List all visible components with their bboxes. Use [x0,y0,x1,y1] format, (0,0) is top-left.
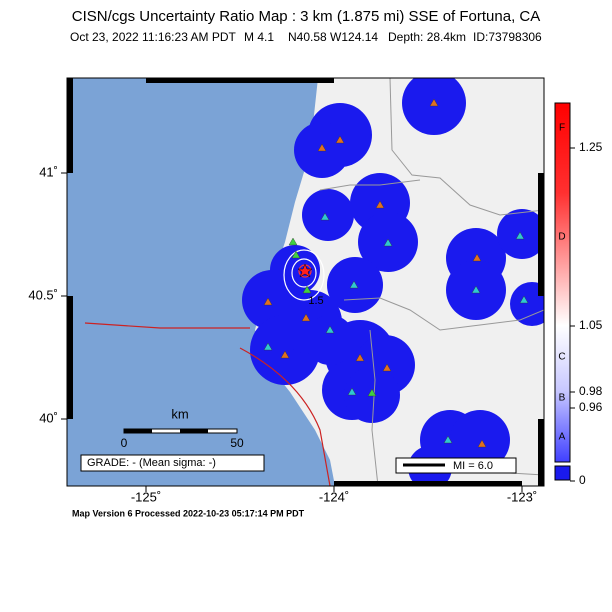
station [367,388,377,397]
grade-letter: F [559,123,565,134]
station [302,285,312,294]
station [375,200,385,209]
uncertainty-areas [242,78,544,486]
station [291,250,301,259]
station [383,238,393,247]
contour-label: 1.5 [308,295,323,307]
scale-label: 50 [230,436,244,450]
mi-legend: MI = 6.0 [453,460,493,472]
colorbar-ticks: 1.25 1.05 0.98 0.96 0 F D C B A [558,123,602,488]
station [472,253,482,262]
event-magnitude: M 4.1 [244,30,274,44]
grade: GRADE: - (Mean sigma: -) [87,457,216,469]
station [320,212,330,221]
station [471,285,481,294]
colorbar-label: 0 [579,473,586,487]
grade-letter: B [559,393,566,404]
footer: Map Version 6 Processed 2022-10-23 05:17… [72,508,305,518]
station [335,135,345,144]
grade-letter: C [558,352,565,363]
event-time: Oct 23, 2022 11:16:23 AM PDT [70,30,237,44]
station [477,439,487,448]
station [515,231,525,240]
station [301,313,311,322]
epicenter [297,263,313,278]
colorbar-label: 0.96 [579,400,603,414]
station [317,143,327,152]
scale-bar-segment [124,429,152,433]
lon-label: -123˚ [507,489,537,504]
station [349,280,359,289]
lon-label: -124˚ [319,489,349,504]
title: CISN/cgs Uncertainty Ratio Map : 3 km (1… [72,8,541,25]
stations [263,98,529,448]
frame-bars [67,78,544,486]
axes: 41˚ 40.5˚ 40˚ -125˚ -124˚ -123˚ [28,164,537,504]
event-depth: Depth: 28.4km [388,30,466,44]
lat-label: 41˚ [39,164,58,179]
grade-letter: A [559,432,566,443]
station [263,342,273,351]
lat-label: 40˚ [39,410,58,425]
station [288,237,298,246]
station [429,98,439,107]
colorbar-zero [554,465,571,481]
colorbar-label: 1.25 [579,140,603,154]
colorbar-label: 1.05 [579,318,603,332]
colorbar [554,102,571,463]
lon-label: -125˚ [131,489,161,504]
station [263,297,273,306]
lat-label: 40.5˚ [28,287,58,302]
station [280,350,290,359]
event-id: ID:73798306 [473,30,542,44]
grade-letter: D [558,232,565,243]
station [347,387,357,396]
scale-bar-segment [180,429,208,433]
station [355,353,365,362]
mi-legend-box [395,457,517,474]
station [519,295,529,304]
map-area: 1.5 [67,78,544,486]
event-location: N40.58 W124.14 [288,30,378,44]
scale-unit: km [171,406,188,421]
colorbar-label: 0.98 [579,384,603,398]
faults [84,322,331,486]
scale-label: 0 [121,436,128,450]
station [382,363,392,372]
station [325,325,335,334]
station [443,435,453,444]
grade-box [80,454,265,472]
